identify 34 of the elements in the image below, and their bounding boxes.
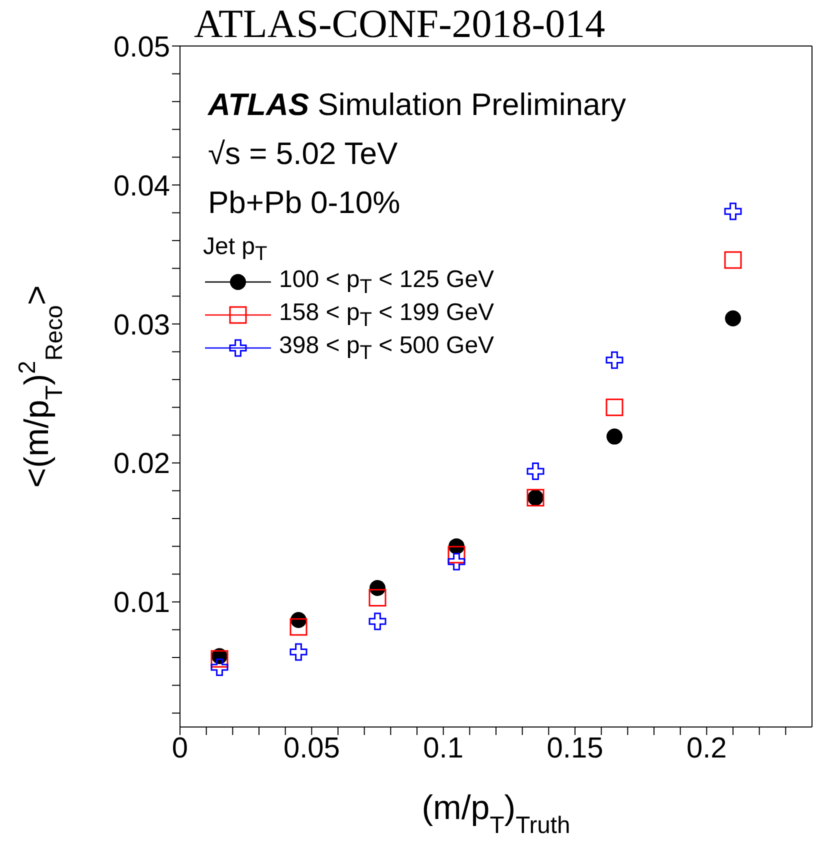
point	[606, 428, 622, 445]
point	[368, 589, 386, 606]
legend-title: Jet p$_{T}$	[203, 233, 268, 266]
legend-label: 158 < p$_{T}$ < 199 GeV	[279, 298, 494, 332]
y-tick-label: 0.01	[114, 587, 170, 620]
x-tick-label: 0.2	[686, 732, 727, 765]
point	[448, 552, 466, 570]
annotation: ATLAS Simulation Preliminary	[208, 86, 626, 124]
chart-title: ATLAS-CONF-2018-014	[194, 0, 606, 47]
x-tick-label: 0.05	[283, 732, 340, 765]
legend-label: 398 < p$_{T}$ < 500 GeV	[279, 332, 494, 365]
annotation: Pb+Pb 0-10%	[208, 184, 402, 222]
point	[290, 643, 308, 661]
x-tick-label: 0.1	[423, 732, 464, 765]
point	[725, 310, 741, 326]
y-tick-label: 0.03	[114, 309, 170, 342]
point	[724, 202, 742, 220]
point	[606, 351, 624, 369]
point	[526, 462, 544, 480]
point	[606, 398, 624, 416]
y-tick-label: 0.02	[114, 448, 170, 480]
point	[448, 546, 466, 564]
point	[368, 612, 386, 630]
x-axis-title: (m/p$_{T}$)$_{Truth}$	[422, 789, 570, 838]
y-tick-label: 0.05	[114, 31, 170, 64]
x-tick-label: 0.15	[546, 732, 604, 765]
annotation: √s = 5.02 TeV	[208, 135, 399, 173]
x-tick-label: 0	[172, 732, 188, 765]
y-tick-label: 0.04	[114, 170, 170, 202]
legend-label: 100 < p$_{T}$ < 125 GeV	[279, 266, 494, 299]
point	[210, 650, 228, 668]
point	[290, 618, 308, 636]
point	[724, 251, 742, 269]
point	[210, 658, 228, 676]
